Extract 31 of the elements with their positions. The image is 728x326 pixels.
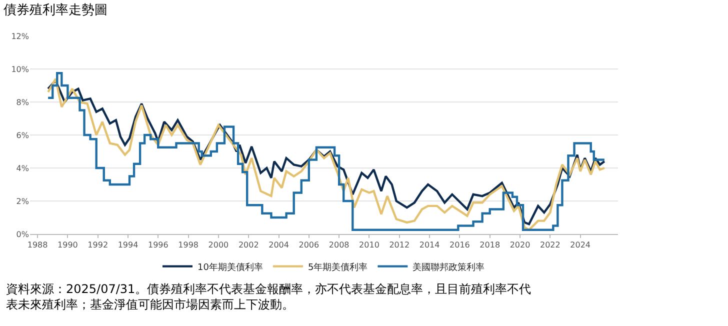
x-tick-label: 1992	[88, 240, 108, 250]
y-tick-label: 6%	[16, 130, 30, 140]
x-tick-label: 2012	[389, 240, 410, 250]
source-note: 資料來源：2025/07/31。債券殖利率不代表基金報酬率，亦不代表基金配息率，且目前殖利率不代表未來殖利率；基金淨值可能因市場因素而上下波動。	[6, 282, 532, 312]
y-tick-label: 10%	[11, 64, 30, 74]
legend-label: 10年期美債利率	[198, 262, 263, 273]
x-tick-label: 1998	[178, 240, 198, 250]
x-tick-label: 2014	[419, 240, 440, 250]
x-tick-label: 1996	[148, 240, 168, 250]
x-tick-label: 1988	[27, 240, 48, 250]
y-tick-label: 0%	[16, 230, 30, 239]
x-tick-label: 2000	[208, 240, 229, 250]
x-tick-label: 2004	[268, 240, 289, 250]
y-tick-label: 12%	[11, 32, 30, 41]
legend-label: 5年期美債利率	[308, 262, 368, 273]
x-tick-label: 2016	[450, 240, 470, 250]
legend-label: 美國聯邦政策利率	[412, 262, 485, 273]
x-tick-label: 2008	[328, 240, 350, 250]
x-tick-label: 1994	[118, 240, 138, 250]
x-tick-label: 2022	[540, 240, 560, 250]
x-tick-label: 2018	[480, 240, 500, 250]
x-tick-label: 2010	[359, 240, 380, 250]
chart-title: 債券殖利率走勢圖	[4, 2, 108, 18]
x-tick-label: 2006	[298, 240, 320, 250]
x-tick-label: 2002	[238, 240, 259, 250]
y-tick-label: 4%	[16, 164, 30, 173]
y-tick-label: 2%	[16, 196, 30, 206]
x-tick-label: 2020	[510, 240, 530, 250]
y-tick-label: 8%	[16, 98, 30, 107]
x-tick-label: 1990	[58, 240, 78, 250]
x-tick-label: 2024	[570, 240, 590, 250]
